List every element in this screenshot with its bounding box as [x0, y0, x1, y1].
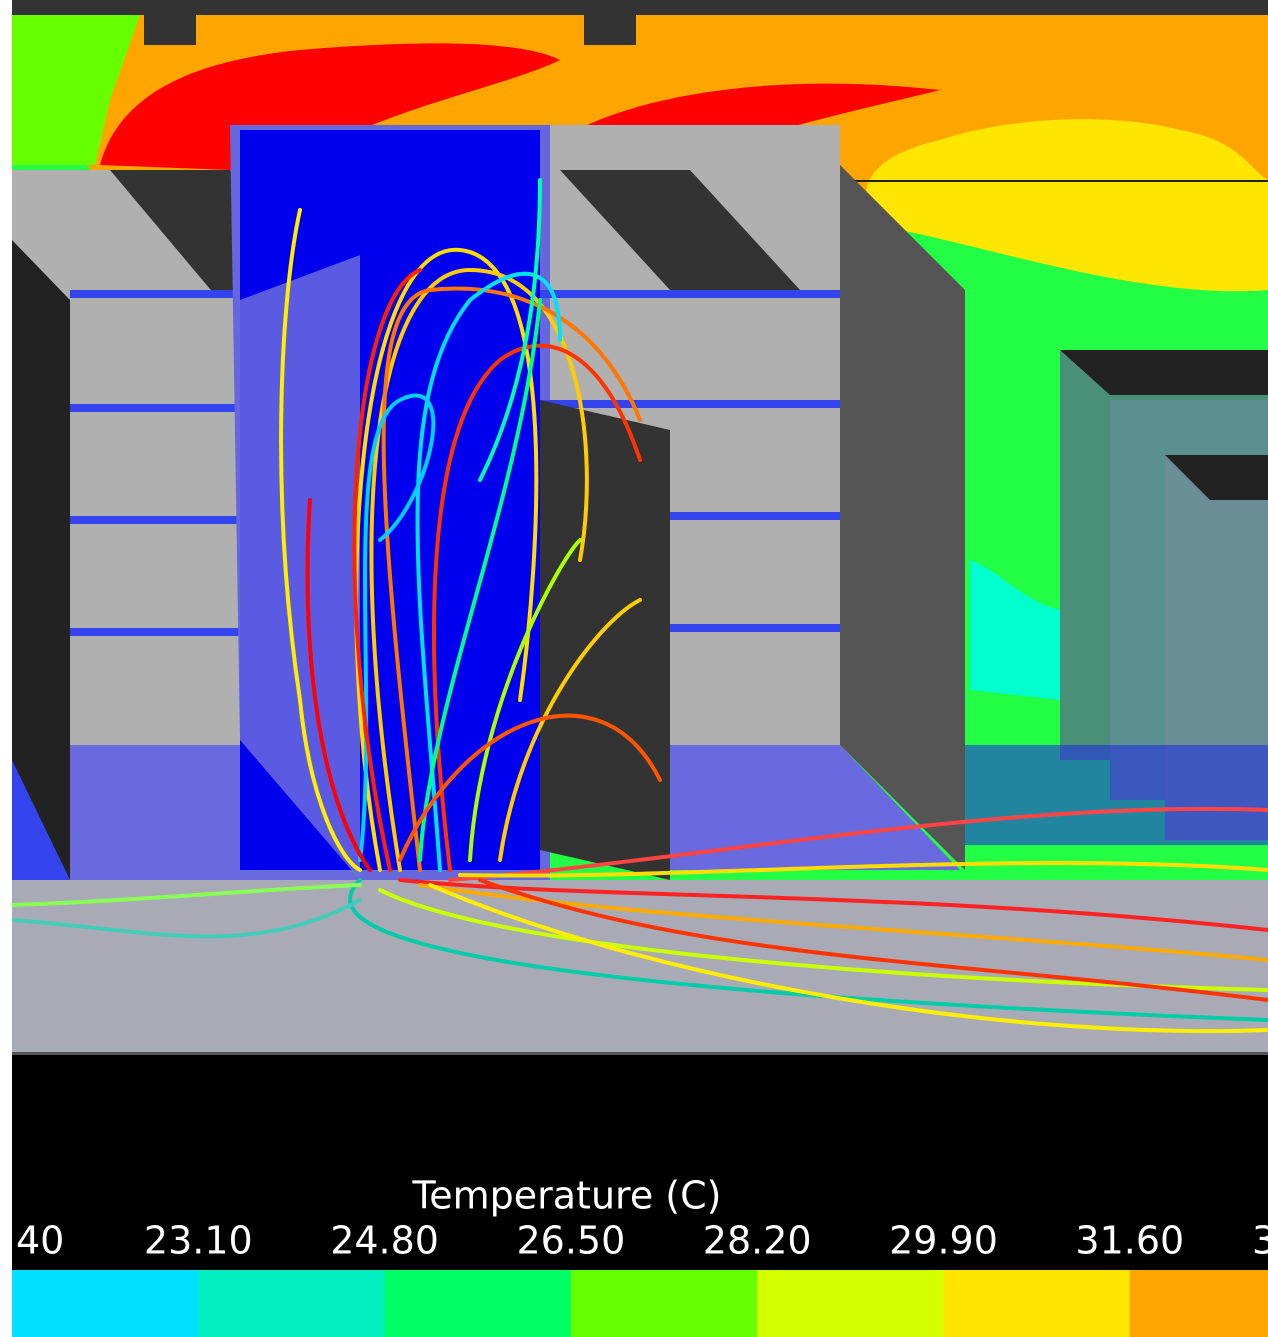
colorbar-band — [944, 1270, 1131, 1337]
tick-label: 26.50 — [517, 1219, 626, 1263]
colorbar — [12, 1270, 1268, 1337]
tick-label: 23.10 — [144, 1219, 253, 1263]
scene — [0, 0, 1268, 1055]
colorbar-band — [571, 1270, 758, 1337]
colorbar-band — [385, 1270, 572, 1337]
colorbar-band — [198, 1270, 385, 1337]
colorbar-band — [757, 1270, 944, 1337]
tick-label: 3 — [1252, 1219, 1268, 1263]
tick-label: 40 — [16, 1219, 64, 1263]
cfd-view: Temperature (C) 40 23.10 24.80 26.50 28.20 29… — [0, 0, 1268, 1337]
tick-label: 31.60 — [1075, 1219, 1184, 1263]
tick-label: 24.80 — [330, 1219, 439, 1263]
tick-label: 28.20 — [703, 1219, 812, 1263]
colorbar-band — [12, 1270, 199, 1337]
page: Temperature (C) 40 23.10 24.80 26.50 28.20 29… — [0, 0, 1268, 1337]
tick-label: 29.90 — [889, 1219, 998, 1263]
legend-title: Temperature (C) — [412, 1174, 722, 1218]
colorbar-band — [1130, 1270, 1268, 1337]
